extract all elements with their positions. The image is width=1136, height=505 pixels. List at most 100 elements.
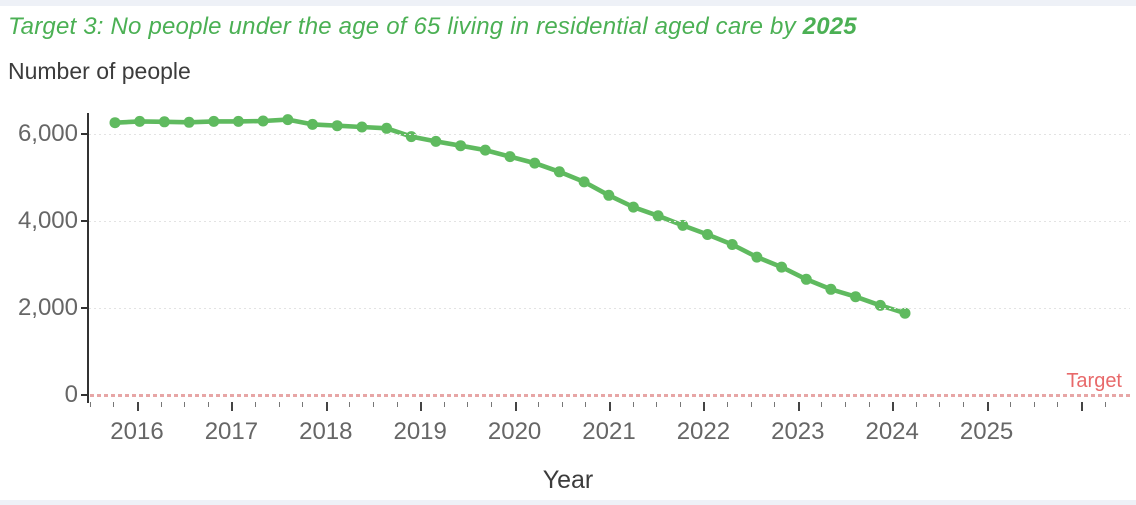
y-axis-tick xyxy=(81,133,88,135)
x-axis-minor-tick xyxy=(632,402,634,407)
x-axis-minor-tick xyxy=(467,402,469,407)
x-axis-minor-tick xyxy=(1104,402,1106,407)
data-point[interactable] xyxy=(455,140,467,152)
x-axis-major-tick xyxy=(231,402,234,411)
x-axis-major-tick xyxy=(137,402,139,411)
x-axis-minor-tick xyxy=(1010,402,1012,407)
data-point[interactable] xyxy=(850,291,862,303)
x-axis-minor-tick xyxy=(396,402,398,407)
x-axis-major-tick xyxy=(325,402,328,411)
data-point[interactable] xyxy=(776,261,788,273)
x-tick-label: 2025 xyxy=(959,418,1014,445)
x-axis-major-tick xyxy=(797,402,800,411)
data-point[interactable] xyxy=(183,116,195,128)
x-axis-minor-tick xyxy=(207,402,209,407)
x-axis-minor-tick xyxy=(679,402,681,407)
x-axis-minor-tick xyxy=(443,402,445,407)
y-axis-tick xyxy=(81,307,88,309)
x-tick-label: 2017 xyxy=(204,418,259,445)
data-point[interactable] xyxy=(504,151,516,163)
x-axis-minor-tick xyxy=(915,402,917,407)
y-axis-line xyxy=(87,113,89,403)
y-gridline xyxy=(89,308,1130,309)
y-tick-label: 0 xyxy=(64,381,78,408)
x-axis-minor-tick xyxy=(1057,402,1059,407)
chart-title: Target 3: No people under the age of 65 … xyxy=(8,13,857,41)
data-point[interactable] xyxy=(578,176,590,188)
x-axis-major-tick xyxy=(703,402,706,411)
y-axis-tick xyxy=(81,394,88,396)
data-point[interactable] xyxy=(356,121,368,133)
data-point[interactable] xyxy=(825,283,837,295)
data-point[interactable] xyxy=(208,115,220,127)
x-tick-label: 2022 xyxy=(676,418,731,445)
data-point[interactable] xyxy=(874,299,886,311)
top-frame-strip xyxy=(0,0,1136,6)
x-axis-minor-tick xyxy=(868,402,870,407)
data-point[interactable] xyxy=(627,201,639,213)
x-axis-minor-tick xyxy=(727,402,728,407)
data-point[interactable] xyxy=(726,239,738,250)
x-axis-minor-tick xyxy=(774,402,776,407)
x-tick-label: 2016 xyxy=(110,418,164,445)
x-axis-minor-tick xyxy=(113,402,115,407)
data-point[interactable] xyxy=(158,116,170,128)
chart-title-target-year: 2025 xyxy=(802,13,857,40)
x-axis-minor-tick xyxy=(750,402,752,407)
data-point[interactable] xyxy=(652,210,664,222)
x-axis-minor-tick xyxy=(561,402,563,407)
data-point[interactable] xyxy=(405,131,417,143)
data-point[interactable] xyxy=(899,307,911,319)
data-point[interactable] xyxy=(331,120,343,132)
data-point[interactable] xyxy=(430,135,442,147)
data-point[interactable] xyxy=(751,251,763,263)
data-point[interactable] xyxy=(109,117,121,129)
x-axis-minor-tick xyxy=(373,402,374,407)
x-axis-minor-tick xyxy=(184,402,186,407)
x-axis-minor-tick xyxy=(656,402,658,407)
x-tick-label: 2018 xyxy=(299,418,353,445)
data-line xyxy=(112,117,908,316)
y-tick-label: 2,000 xyxy=(17,294,78,321)
x-axis-major-tick xyxy=(1081,402,1083,411)
x-axis-minor-tick xyxy=(963,402,964,407)
data-point[interactable] xyxy=(307,118,318,130)
x-axis-minor-tick xyxy=(585,402,587,407)
x-tick-label: 2023 xyxy=(771,418,825,445)
x-axis-minor-tick xyxy=(538,402,540,407)
x-axis-minor-tick xyxy=(821,402,823,407)
data-point[interactable] xyxy=(603,189,615,201)
bottom-frame-strip xyxy=(0,500,1136,505)
x-axis-minor-tick xyxy=(349,402,351,407)
chart-title-text: Target 3: No people under the age of 65 … xyxy=(8,13,803,40)
data-point[interactable] xyxy=(282,114,294,126)
x-axis-minor-tick xyxy=(89,402,91,407)
target-line-label: Target xyxy=(1066,370,1122,392)
data-point[interactable] xyxy=(479,144,491,156)
x-axis-minor-tick xyxy=(1033,402,1035,407)
data-point[interactable] xyxy=(529,157,541,169)
data-point[interactable] xyxy=(381,122,393,134)
x-axis-major-tick xyxy=(420,402,423,411)
x-axis-minor-tick xyxy=(302,402,304,407)
x-tick-label: 2019 xyxy=(393,418,447,445)
y-tick-label: 6,000 xyxy=(17,120,78,147)
y-tick-label: 4,000 xyxy=(17,207,78,234)
x-axis-minor-tick xyxy=(255,402,256,407)
x-axis-minor-tick xyxy=(160,402,162,407)
x-axis-title: Year xyxy=(542,466,594,494)
x-axis-minor-tick xyxy=(845,402,846,407)
target-reference-line xyxy=(90,394,1132,397)
x-axis-major-tick xyxy=(892,402,895,411)
data-point[interactable] xyxy=(553,166,565,178)
data-point[interactable] xyxy=(232,115,244,127)
data-point[interactable] xyxy=(702,229,713,240)
x-axis-major-tick xyxy=(609,402,611,411)
y-axis-tick xyxy=(81,220,88,222)
data-point[interactable] xyxy=(257,115,269,127)
y-axis-title: Number of people xyxy=(8,58,191,84)
data-point[interactable] xyxy=(800,273,812,285)
data-point[interactable] xyxy=(134,115,146,127)
data-point[interactable] xyxy=(677,219,689,231)
